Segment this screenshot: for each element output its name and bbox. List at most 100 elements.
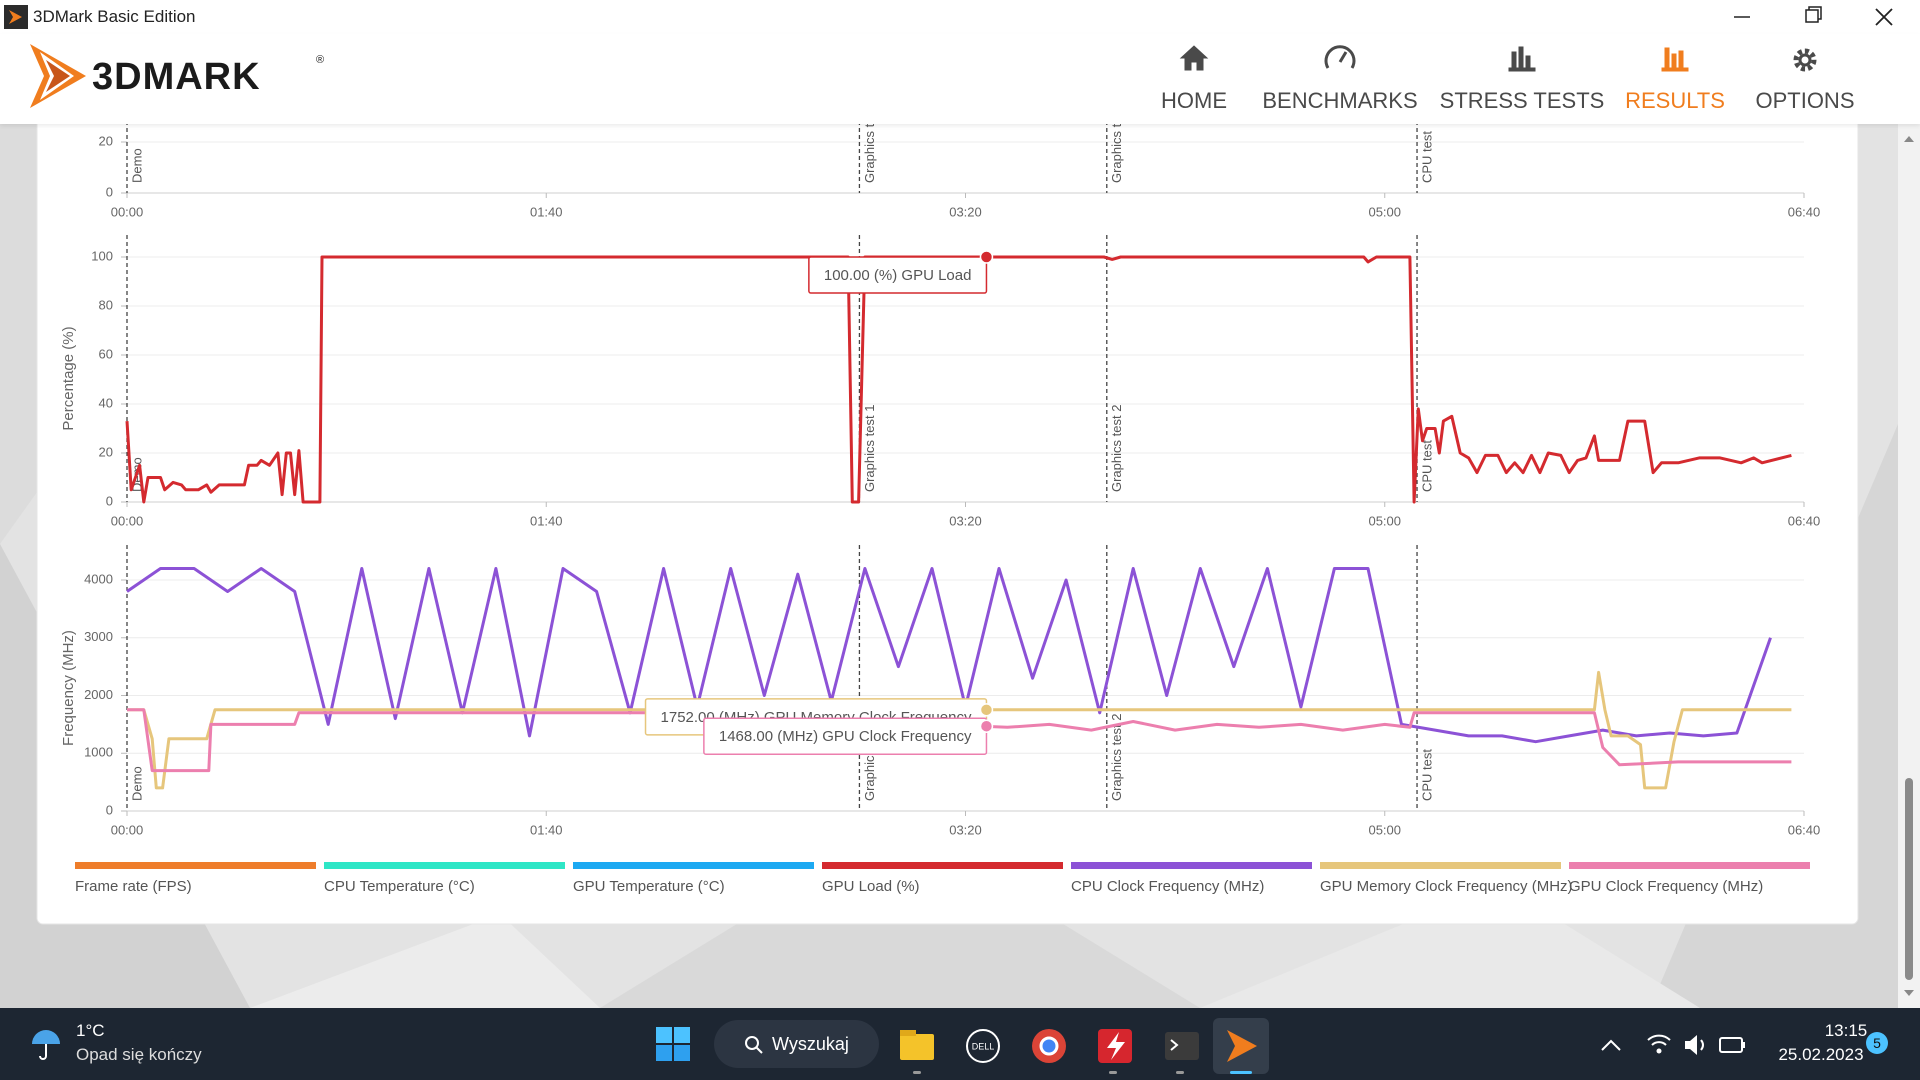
legend-item[interactable]: CPU Clock Frequency (MHz): [1071, 862, 1312, 895]
x-tick-label: 00:00: [111, 822, 144, 837]
test-marker-label: Graphics test 2: [1109, 714, 1124, 801]
y-axis-label: Frequency (MHz): [60, 630, 77, 746]
taskbar-apps[interactable]: DELL: [895, 1018, 1275, 1078]
nav-item[interactable]: STRESS TESTS: [1422, 34, 1622, 124]
scrollbar-parts: [1904, 136, 1914, 996]
legend-swatch: [324, 862, 565, 869]
search-text: Wyszukaj: [772, 1034, 849, 1054]
tooltip: 1468.00 (MHz) GPU Clock Frequency: [703, 717, 994, 755]
legend-label: Frame rate (FPS): [75, 878, 192, 895]
tooltip-point: [979, 719, 994, 733]
legend-swatch: [1071, 862, 1312, 869]
legend-item[interactable]: GPU Temperature (°C): [573, 862, 814, 895]
svg-text:DELL: DELL: [972, 1041, 995, 1051]
y-tick-label: 60: [99, 346, 113, 361]
x-tick-label: 03:20: [949, 513, 982, 528]
title-bar: 3DMark Basic Edition: [0, 0, 1920, 34]
search-box[interactable]: Wyszukaj: [714, 1020, 879, 1068]
legend-swatch: [822, 862, 1063, 869]
test-marker-label: Graphics test 2: [1109, 124, 1124, 183]
logo-text: 3DMARK: [92, 56, 261, 98]
legend-swatch: [1569, 862, 1810, 869]
nav-label: BENCHMARKS: [1262, 88, 1418, 113]
results-card: 0 20 00:00 01:40 03:20 05:00 06:40 Demo Graphics…: [36, 124, 1859, 925]
legend-label: GPU Temperature (°C): [573, 878, 725, 895]
legend-swatch: [75, 862, 316, 869]
x-tick-label: 01:40: [530, 204, 563, 219]
scrollbar[interactable]: [1898, 124, 1920, 1008]
test-marker-label: Demo: [129, 148, 144, 183]
chart: 0 20 40 60 80 100 00:00 01:40 03:20 05:00 06:40 Per…: [60, 235, 1820, 528]
clock-date[interactable]: 25.02.2023: [1778, 1045, 1864, 1064]
weather-temp[interactable]: 1°C: [76, 1021, 105, 1040]
legend-item[interactable]: GPU Memory Clock Frequency (MHz): [1320, 862, 1573, 895]
header: 3DMARK ® HOME BENCHMARKS STRESS TESTS RESUL…: [0, 34, 1920, 124]
tooltip-text: 100.00 (%) GPU Load: [824, 267, 972, 284]
window-controls[interactable]: [1720, 0, 1920, 34]
x-tick-label: 01:40: [530, 822, 563, 837]
nav-item[interactable]: BENCHMARKS: [1240, 34, 1440, 124]
content-area: 0 20 00:00 01:40 03:20 05:00 06:40 Demo Graphics…: [0, 124, 1898, 1008]
series-line: [127, 670, 1792, 790]
series-line: [127, 708, 1792, 773]
test-marker-label: Graphics test 2: [1109, 405, 1124, 492]
legend-item[interactable]: CPU Temperature (°C): [324, 862, 565, 895]
y-tick-label: 3000: [84, 629, 113, 644]
x-tick-label: 05:00: [1368, 822, 1401, 837]
nav-item[interactable]: RESULTS: [1575, 34, 1775, 124]
x-tick-label: 00:00: [111, 204, 144, 219]
test-marker-label: CPU test: [1419, 131, 1434, 183]
nav-label: STRESS TESTS: [1439, 88, 1605, 113]
nav-icon: [1179, 45, 1209, 71]
clock-time[interactable]: 13:15: [1824, 1021, 1868, 1040]
x-tick-label: 06:40: [1788, 513, 1821, 528]
nav-item[interactable]: OPTIONS: [1705, 34, 1905, 124]
nav-item[interactable]: HOME: [1094, 34, 1294, 124]
y-tick-label: 20: [99, 133, 113, 148]
weather-text[interactable]: Opad się kończy: [76, 1045, 202, 1064]
legend-item[interactable]: GPU Load (%): [822, 862, 1063, 895]
y-tick-label: 100: [91, 248, 113, 263]
y-tick-label: 0: [106, 184, 113, 199]
nav-label: OPTIONS: [1755, 88, 1855, 113]
y-tick-label: 20: [99, 444, 113, 459]
y-tick-label: 2000: [84, 687, 113, 702]
y-tick-label: 40: [99, 395, 113, 410]
taskbar: 1°C Opad się kończy Wyszukaj DELL 13:15: [0, 1008, 1920, 1080]
tooltip-point: [979, 250, 994, 264]
legend-item[interactable]: GPU Clock Frequency (MHz): [1569, 862, 1810, 895]
test-marker-label: Graphics test 1: [862, 124, 877, 183]
test-marker-label: CPU test: [1419, 440, 1434, 492]
nav-icon: [1508, 46, 1536, 72]
series-line: [125, 255, 1792, 504]
test-marker-label: Graphics test 1: [862, 405, 877, 492]
x-tick-label: 06:40: [1788, 204, 1821, 219]
tooltip-point: [979, 703, 994, 717]
legend-label: GPU Memory Clock Frequency (MHz): [1320, 878, 1573, 895]
legend-label: GPU Load (%): [822, 878, 920, 895]
system-tray[interactable]: [1598, 1030, 1748, 1060]
nav-label: RESULTS: [1625, 88, 1725, 113]
logo-mark: ®: [316, 54, 325, 66]
legend-swatch: [1320, 862, 1561, 869]
nav-icon: [1324, 45, 1356, 69]
tooltip-box: [703, 717, 988, 755]
notification-badge[interactable]: 5: [1866, 1032, 1888, 1054]
tooltip-box: [808, 256, 988, 294]
tooltip-text: 1468.00 (MHz) GPU Clock Frequency: [719, 728, 972, 745]
weather-icon: [32, 1030, 60, 1060]
legend-swatch: [573, 862, 814, 869]
x-tick-label: 05:00: [1368, 513, 1401, 528]
window-title: 3DMark Basic Edition: [33, 7, 196, 26]
card: [36, 124, 1859, 925]
start-button[interactable]: [655, 1026, 691, 1062]
logo-icon: [30, 44, 86, 108]
legend-label: GPU Clock Frequency (MHz): [1569, 878, 1763, 895]
test-marker-label: Demo: [129, 766, 144, 801]
x-tick-label: 03:20: [949, 204, 982, 219]
legend-item[interactable]: Frame rate (FPS): [75, 862, 316, 895]
x-tick-label: 01:40: [530, 513, 563, 528]
tooltip: 100.00 (%) GPU Load: [808, 250, 994, 294]
nav-icon: [1661, 47, 1689, 72]
